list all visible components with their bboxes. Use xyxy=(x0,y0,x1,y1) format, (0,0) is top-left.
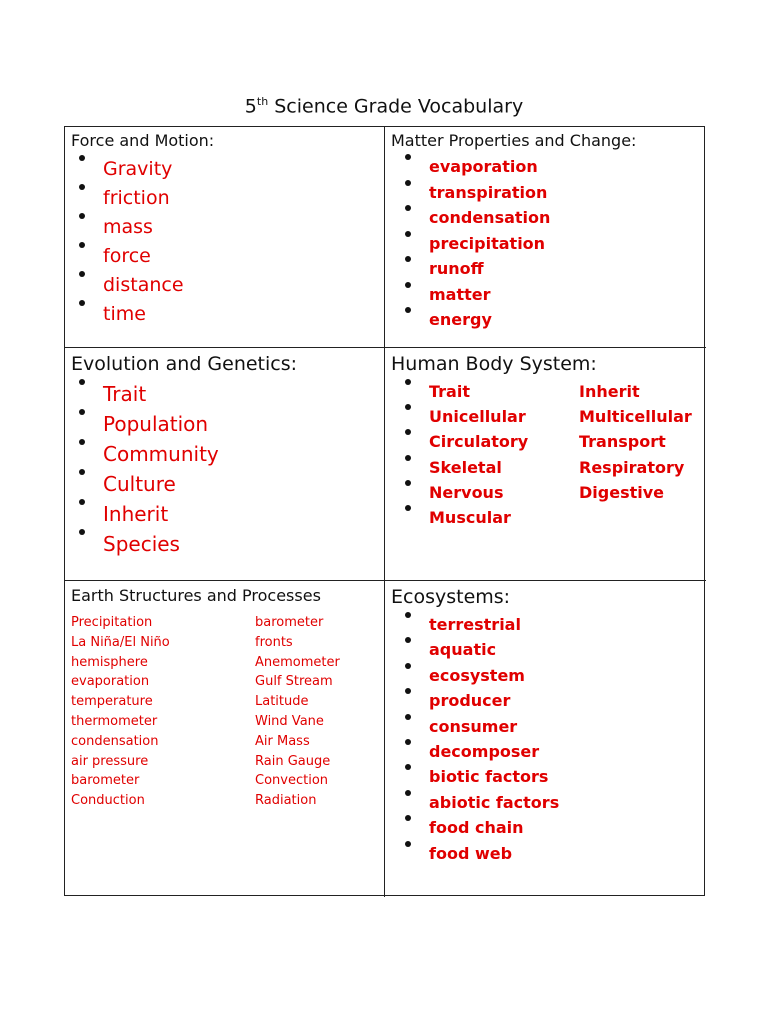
vocab-term: Wind Vane xyxy=(255,713,324,729)
section-header: Human Body System: xyxy=(391,353,597,375)
vocab-term: transpiration xyxy=(397,179,550,206)
vocab-term: thermometer xyxy=(71,713,158,729)
vocab-term: abiotic factors xyxy=(397,789,559,815)
vocab-row: Trait Inherit xyxy=(397,379,706,404)
section-header: Matter Properties and Change: xyxy=(391,131,637,150)
section-header: Ecosystems: xyxy=(391,586,511,608)
vocab-row: Muscular xyxy=(397,505,706,530)
vocab-term: runoff xyxy=(397,256,550,282)
vocab-row: condensation Air Mass xyxy=(71,732,340,752)
vocab-term: Community xyxy=(71,439,219,469)
vocab-row: thermometer Wind Vane xyxy=(71,712,340,732)
vocab-term: Circulatory xyxy=(429,432,529,452)
vocab-row: La Niña/El Niño fronts xyxy=(71,633,340,653)
vocab-row: barometer Convection xyxy=(71,771,340,791)
vocab-term: Culture xyxy=(71,469,219,499)
vocab-term: Nervous xyxy=(429,482,504,502)
page-title: 5th Science Grade Vocabulary xyxy=(244,95,524,118)
vocab-term: barometer xyxy=(71,773,140,789)
cell-human-body: Human Body System: Trait Inherit Unicellul… xyxy=(385,348,706,581)
section-header: Force and Motion: xyxy=(71,131,215,150)
vocab-term: mass xyxy=(71,213,184,242)
vocab-term: Gulf Stream xyxy=(255,674,333,690)
vocab-term: Conduction xyxy=(71,793,145,809)
vocab-term: Inherit xyxy=(71,499,219,529)
vocab-term: consumer xyxy=(397,713,559,739)
vocab-row: temperature Latitude xyxy=(71,692,340,712)
vocab-term: condensation xyxy=(397,205,550,231)
vocab-term: temperature xyxy=(71,694,153,710)
vocab-term: matter xyxy=(397,281,550,308)
vocab-row: Nervous Digestive xyxy=(397,479,706,505)
vocab-term: evaporation xyxy=(397,154,550,180)
vocab-term: decomposer xyxy=(397,739,559,764)
vocab-term: Anemometer xyxy=(255,654,340,670)
vocab-term: fronts xyxy=(255,634,293,650)
section-header: Evolution and Genetics: xyxy=(71,353,298,375)
vocab-term: Radiation xyxy=(255,793,317,809)
vocab-term: aquatic xyxy=(397,637,559,662)
cell-earth: Earth Structures and Processes Precipita… xyxy=(65,581,385,897)
vocab-term: Multicellular xyxy=(579,407,692,427)
vocab-term: Unicellular xyxy=(429,407,526,427)
vocab-row: Precipitation barometer xyxy=(71,613,340,633)
section-header: Earth Structures and Processes xyxy=(71,586,321,605)
vocab-row: air pressure Rain Gauge xyxy=(71,752,340,772)
vocab-term: Skeletal xyxy=(429,457,502,477)
vocab-term: Convection xyxy=(255,773,329,789)
vocab-term: air pressure xyxy=(71,753,149,769)
vocab-row: Unicellular Multicellular xyxy=(397,404,706,429)
vocab-term: food web xyxy=(397,840,559,866)
vocab-term: precipitation xyxy=(397,230,550,257)
vocab-term: Species xyxy=(71,529,219,559)
vocab-row: hemisphere Anemometer xyxy=(71,653,340,673)
vocab-term: force xyxy=(71,242,184,271)
cell-ecosystems: Ecosystems: terrestrial aquatic ecosystem p… xyxy=(385,581,706,897)
vocab-term: hemisphere xyxy=(71,654,148,670)
vocab-term: condensation xyxy=(71,733,159,749)
vocab-term: Digestive xyxy=(579,482,665,502)
vocab-row: Conduction Radiation xyxy=(71,791,340,811)
cell-evolution: Evolution and Genetics: Trait Population C… xyxy=(65,348,385,581)
vocab-term: Respiratory xyxy=(579,457,685,477)
vocab-term: Precipitation xyxy=(71,615,153,630)
vocab-term: evaporation xyxy=(71,674,150,690)
vocab-term: Inherit xyxy=(579,382,640,401)
vocab-term: food chain xyxy=(397,815,559,840)
vocab-term: biotic factors xyxy=(397,764,559,789)
vocabulary-table: Force and Motion: Gravity friction mass for… xyxy=(64,126,706,897)
vocab-term: Latitude xyxy=(255,694,309,710)
vocab-term: producer xyxy=(397,688,559,713)
vocab-term: Air Mass xyxy=(255,733,310,749)
vocab-term: distance xyxy=(71,271,184,300)
vocab-term: energy xyxy=(397,307,550,333)
vocab-term: Trait xyxy=(429,382,470,401)
vocab-term: Population xyxy=(71,409,219,439)
vocab-term: La Niña/El Niño xyxy=(71,634,170,650)
vocab-term: Gravity xyxy=(71,155,184,184)
vocab-term: friction xyxy=(71,184,184,213)
vocab-term: Muscular xyxy=(429,508,511,528)
cell-force-motion: Force and Motion: Gravity friction mass for… xyxy=(65,127,385,348)
cell-matter: Matter Properties and Change: evaporatio… xyxy=(385,127,706,348)
vocab-term: terrestrial xyxy=(397,612,559,637)
vocab-term: Rain Gauge xyxy=(255,753,331,769)
vocab-term: barometer xyxy=(255,615,324,630)
vocab-term: Transport xyxy=(579,432,666,452)
vocab-term: Trait xyxy=(71,379,219,409)
vocab-row: Circulatory Transport xyxy=(397,429,706,454)
vocab-row: evaporation Gulf Stream xyxy=(71,672,340,692)
vocab-term: ecosystem xyxy=(397,662,559,688)
vocab-term: time xyxy=(71,300,184,329)
vocab-row: Skeletal Respiratory xyxy=(397,454,706,480)
